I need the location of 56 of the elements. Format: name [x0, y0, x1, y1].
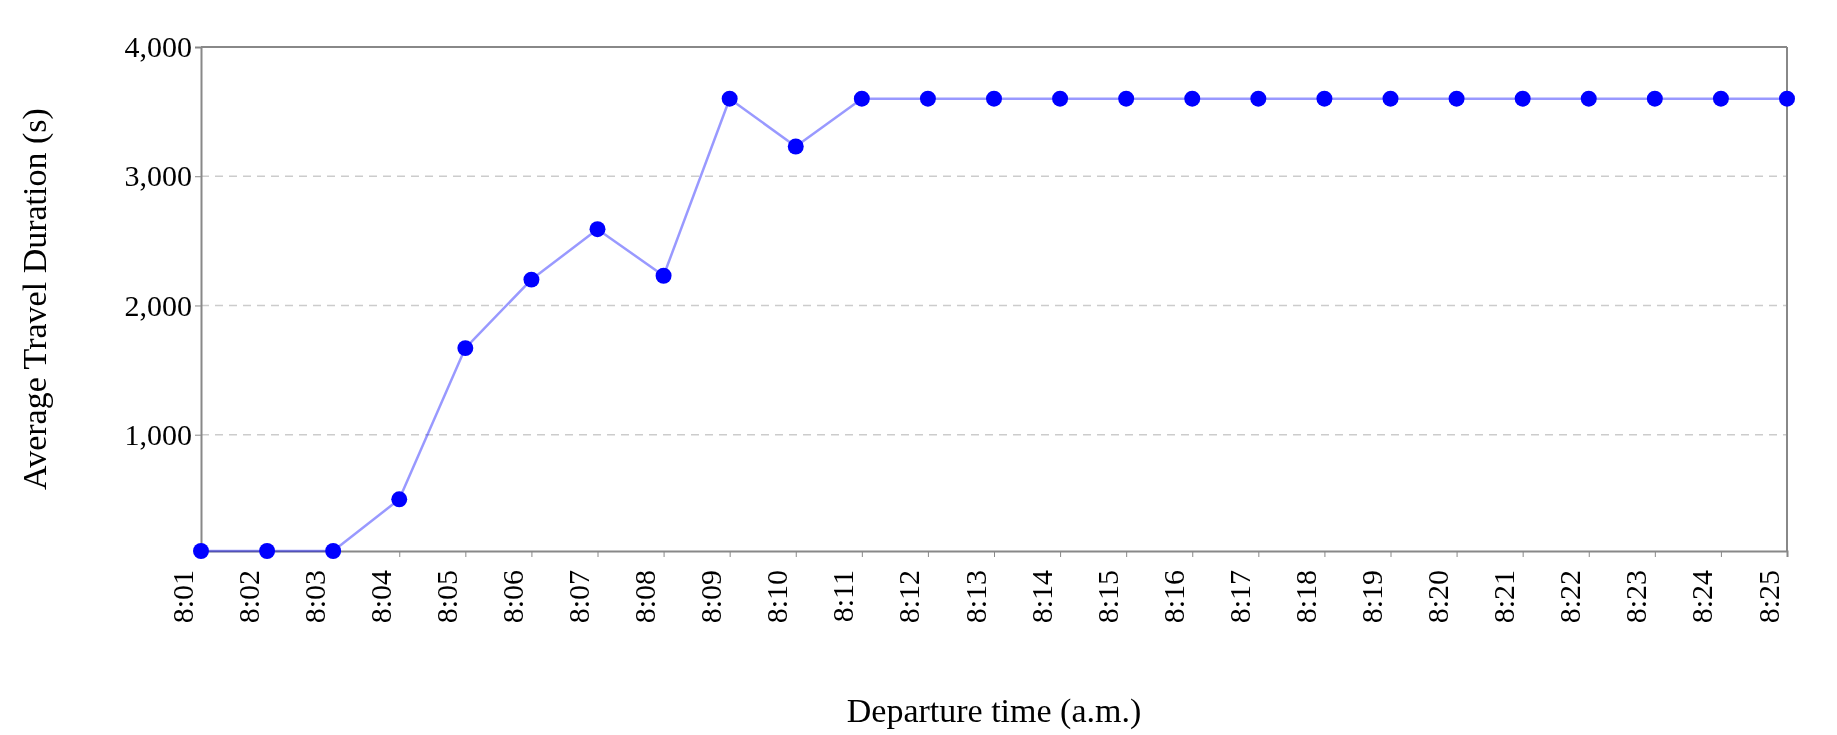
point: [1514, 90, 1531, 107]
x-tick-label: 8:13: [958, 570, 992, 624]
x-tick-label: 8:16: [1156, 570, 1190, 624]
point: [1052, 90, 1069, 107]
x-tick-label: 8:15: [1090, 570, 1124, 624]
point: [1646, 90, 1663, 107]
point: [391, 491, 408, 508]
point: [655, 267, 672, 284]
x-tick-label: 8:19: [1355, 570, 1388, 624]
point: [1184, 90, 1201, 107]
x-tick-label: 8:20: [1421, 570, 1455, 624]
point: [1316, 90, 1333, 107]
point: [919, 90, 936, 107]
x-tick-label: 8:17: [1222, 570, 1256, 624]
x-tick-label: 8:01: [165, 570, 199, 624]
x-tick-label: 8:21: [1487, 570, 1521, 624]
x-tick-label: 8:23: [1619, 570, 1653, 624]
x-axis-title: Departure time (a.m.): [846, 692, 1142, 730]
point: [589, 221, 606, 238]
x-tick-label: 8:06: [495, 570, 529, 624]
x-tick-label: 8:08: [628, 570, 662, 624]
x-tick-label: 8:07: [562, 570, 595, 624]
x-tick-label: 8:10: [760, 570, 794, 624]
x-tick-label: 8:25: [1751, 570, 1785, 624]
x-tick-label: 8:18: [1288, 570, 1322, 624]
y-tick-label: 3,000: [124, 159, 192, 193]
point: [1712, 90, 1729, 107]
x-tick-label: 8:03: [297, 570, 331, 624]
point: [1118, 90, 1135, 107]
y-tick-label: 2,000: [124, 288, 192, 322]
point: [986, 90, 1002, 107]
x-tick-label: 8:22: [1553, 570, 1587, 624]
x-tick-label: 8:14: [1024, 570, 1058, 624]
x-tick-label: 8:24: [1685, 570, 1719, 624]
point: [259, 543, 276, 559]
x-tick-label: 8:02: [231, 570, 265, 624]
point: [721, 90, 738, 107]
x-tick-label: 8:05: [429, 570, 463, 624]
point: [523, 271, 540, 288]
x-tick-label: 8:11: [826, 570, 860, 623]
point: [1382, 90, 1399, 107]
point: [1448, 90, 1465, 107]
x-tick-label: 8:12: [892, 570, 926, 624]
y-tick-label: 1,000: [124, 417, 192, 451]
point: [193, 543, 209, 559]
point: [787, 138, 804, 155]
point: [1250, 90, 1267, 107]
y-tick-label: 4,000: [124, 30, 192, 64]
point: [853, 90, 870, 107]
point: [457, 340, 474, 357]
point: [325, 543, 342, 559]
x-tick-label: 8:04: [363, 570, 397, 624]
y-axis-title: Average Travel Duration (s): [16, 108, 54, 490]
point: [1580, 90, 1597, 107]
x-tick-label: 8:09: [694, 570, 728, 624]
point: [1779, 90, 1795, 107]
